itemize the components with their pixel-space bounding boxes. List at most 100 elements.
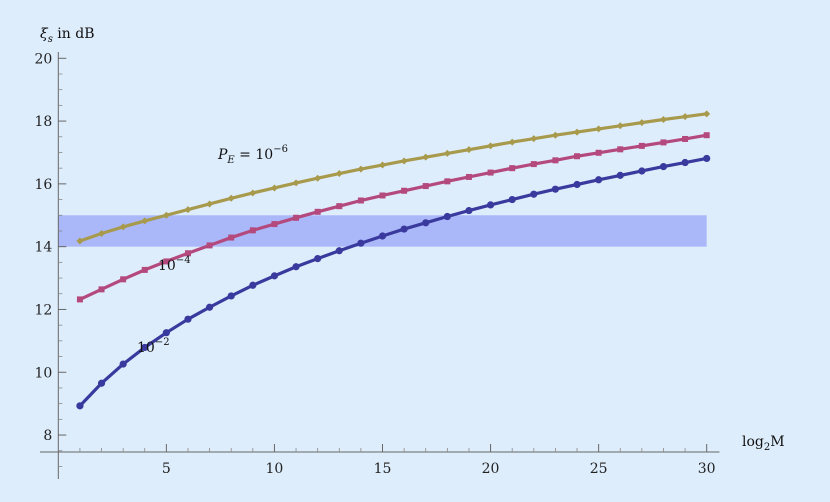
data-point: [595, 149, 602, 156]
data-point: [573, 128, 581, 136]
data-point: [293, 214, 300, 221]
x-tick-label: 25: [590, 461, 608, 477]
y-tick-label: 8: [43, 428, 52, 444]
data-point: [184, 315, 192, 323]
data-point: [574, 153, 581, 160]
label-1e-4: 10−4: [158, 255, 191, 274]
x-tick-label: 5: [162, 461, 171, 477]
data-point: [76, 296, 83, 303]
data-point: [465, 206, 473, 215]
data-point: [660, 139, 667, 146]
data-point: [465, 173, 472, 180]
data-point: [270, 184, 278, 192]
data-point: [163, 258, 170, 265]
data-point: [228, 234, 235, 241]
y-tick-label: 10: [34, 365, 52, 381]
data-point: [335, 247, 343, 255]
data-point: [270, 272, 279, 280]
series-line-pe6: [79, 112, 707, 243]
data-point: [401, 187, 408, 194]
data-point: [508, 138, 516, 146]
y-tick-label: 16: [34, 177, 52, 193]
data-point: [119, 223, 127, 231]
data-point: [162, 329, 170, 337]
data-point: [98, 286, 105, 293]
data-point: [357, 165, 365, 173]
series-pe4: [76, 132, 710, 303]
data-point: [617, 146, 624, 153]
data-point: [205, 303, 214, 311]
data-point: [616, 122, 624, 130]
data-point: [443, 149, 451, 157]
series-layer: [76, 110, 711, 410]
data-point: [314, 208, 321, 215]
data-point: [120, 276, 127, 283]
data-point: [206, 242, 213, 249]
series-pe2: [76, 154, 711, 410]
data-point: [422, 219, 430, 227]
x-axis-title: log2M: [742, 434, 785, 453]
y-tick-label: 14: [34, 240, 52, 256]
data-point: [119, 360, 127, 368]
data-point: [400, 157, 408, 165]
threshold-band: [58, 215, 707, 247]
y-tick-label: 12: [34, 302, 52, 318]
data-point: [595, 176, 603, 184]
y-axis-title: ξs in dB: [40, 26, 95, 45]
data-point: [357, 239, 365, 247]
data-point: [314, 174, 322, 182]
data-point: [76, 237, 84, 245]
data-point: [379, 161, 386, 169]
data-point: [486, 201, 495, 209]
data-point: [335, 170, 343, 178]
data-point: [487, 142, 495, 150]
data-point: [443, 212, 451, 221]
data-point: [681, 113, 689, 121]
data-point: [444, 178, 451, 185]
y-tick-label: 20: [34, 51, 52, 67]
data-point: [703, 132, 710, 139]
data-point: [573, 180, 581, 189]
data-point: [616, 171, 624, 179]
y-axis-title-symbol: ξ: [40, 26, 49, 42]
data-point: [659, 162, 668, 171]
label-pe-1e-6: PE = 10−6: [217, 144, 288, 166]
data-point: [184, 250, 191, 257]
data-point: [141, 343, 149, 352]
data-point: [681, 158, 689, 167]
data-point: [76, 402, 84, 410]
data-point: [682, 135, 689, 142]
data-point: [292, 179, 300, 187]
label-1e-4-exp: −4: [176, 255, 191, 266]
data-point: [703, 110, 711, 118]
data-point: [595, 125, 603, 133]
series-line-pe2: [78, 156, 707, 407]
data-point: [530, 135, 538, 143]
data-point: [336, 203, 343, 210]
data-point: [98, 229, 106, 237]
data-point: [509, 165, 516, 172]
label-pe-1e-6-exp: −6: [273, 144, 288, 155]
data-point: [378, 232, 387, 240]
data-point: [487, 169, 494, 176]
data-point: [141, 266, 148, 273]
data-point: [508, 195, 516, 204]
data-point: [638, 142, 645, 149]
x-axis-title-base: log: [742, 434, 764, 450]
data-point: [422, 183, 429, 190]
data-point: [292, 263, 300, 271]
label-pe-1e-6-eq: = 10: [235, 147, 273, 163]
data-point: [530, 190, 538, 198]
label-1e-2-base: 10: [137, 340, 155, 356]
data-point: [249, 281, 257, 289]
data-point: [552, 157, 559, 164]
label-1e-2: 10−2: [137, 337, 170, 356]
series-line-pe4: [79, 133, 707, 301]
label-1e-4-base: 10: [158, 258, 176, 274]
data-point: [400, 225, 408, 233]
data-point: [659, 116, 667, 124]
data-point: [530, 161, 537, 168]
data-point: [162, 211, 170, 219]
x-axis-title-rest: M: [770, 434, 784, 450]
